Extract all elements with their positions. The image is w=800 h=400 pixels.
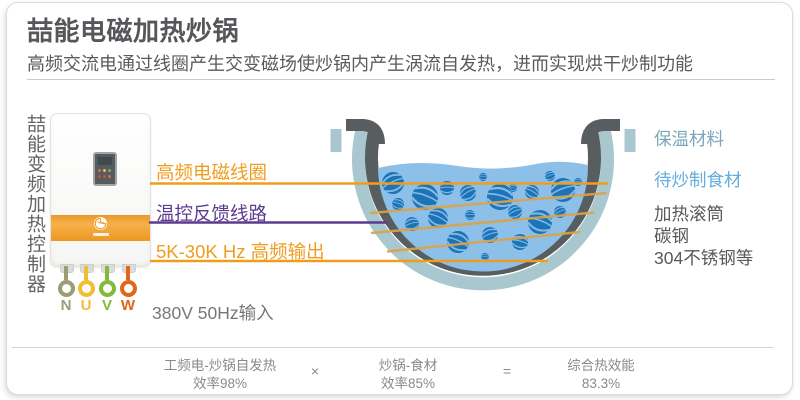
formula-multiply-sign: × <box>310 363 320 379</box>
wire-ring <box>77 280 95 297</box>
wire-v: V <box>98 266 116 314</box>
formula-term1: 工频电-炒锅自发热 效率98% <box>140 357 300 393</box>
formula-term2-value: 效率85% <box>380 376 436 391</box>
wire-n: N <box>57 266 75 314</box>
label-food: 待炒制食材 <box>654 170 742 190</box>
wire-ring <box>98 280 116 297</box>
wire-ring <box>119 280 137 297</box>
wok-rim-left <box>346 119 385 145</box>
annotation-coil-label: 高频电磁线圈 <box>156 162 268 183</box>
label-drum-line1: 加热滚筒 <box>654 204 724 224</box>
page-subtitle: 高频交流电通过线圈产生交变磁场使炒锅内产生涡流自发热，进而实现烘干炒制功能 <box>27 54 693 74</box>
device-button <box>98 175 101 178</box>
formula-equals-sign: = <box>502 363 512 379</box>
formula-result: 综合热效能 83.3% <box>521 357 681 393</box>
wok-insulation-layer <box>352 128 614 291</box>
formula-term1-name: 工频电-炒锅自发热 <box>163 358 277 373</box>
annotation-feedback-label: 温控反馈线路 <box>156 203 268 224</box>
brand-logo-text <box>92 233 109 236</box>
controller-device <box>50 113 151 267</box>
device-display-panel <box>93 152 117 186</box>
wire-line <box>126 266 130 280</box>
coil-winding-line <box>369 191 608 215</box>
device-screen <box>98 157 112 165</box>
wire-label: W <box>120 297 136 314</box>
device-brand-band <box>51 215 150 241</box>
label-drum: 加热滚筒 碳钢 304不锈钢等 <box>654 203 753 269</box>
device-button <box>98 169 101 172</box>
formula-separator <box>12 347 774 348</box>
formula-term2-name: 炒锅-食材 <box>378 358 438 373</box>
wire-line <box>105 266 109 280</box>
page-title: 喆能电磁加热炒锅 <box>27 16 240 46</box>
wire-label: V <box>101 297 112 314</box>
formula-term1-value: 效率98% <box>192 376 248 391</box>
controller-vertical-label: 喆能变频加热控制器 <box>24 114 45 294</box>
device-button <box>103 169 106 172</box>
title-separator <box>27 79 775 80</box>
wire-line <box>84 266 88 280</box>
label-drum-line3: 304不锈钢等 <box>654 248 754 268</box>
label-insulation: 保温材料 <box>654 129 724 149</box>
power-input-label: 380V 50Hz输入 <box>152 303 274 323</box>
wire-u: U <box>77 266 95 314</box>
wire-label: U <box>80 297 92 314</box>
formula-term2: 炒锅-食材 效率85% <box>328 357 488 393</box>
device-button <box>103 175 106 178</box>
coil-winding-line <box>386 230 581 253</box>
coil-winding-line <box>370 211 595 235</box>
wire-line <box>64 266 68 280</box>
wok-rim-right <box>581 119 620 145</box>
device-button <box>108 169 111 172</box>
wire-label: N <box>60 297 72 314</box>
wire-ring <box>57 280 75 297</box>
formula-result-value: 83.3% <box>581 376 621 391</box>
label-drum-line2: 碳钢 <box>654 226 689 246</box>
formula-result-name: 综合热效能 <box>567 358 635 373</box>
device-button <box>108 175 111 178</box>
annotation-output-label: 5K-30K Hz 高频输出 <box>156 241 325 262</box>
brand-logo-icon <box>93 217 107 230</box>
wire-w: W <box>119 266 137 314</box>
